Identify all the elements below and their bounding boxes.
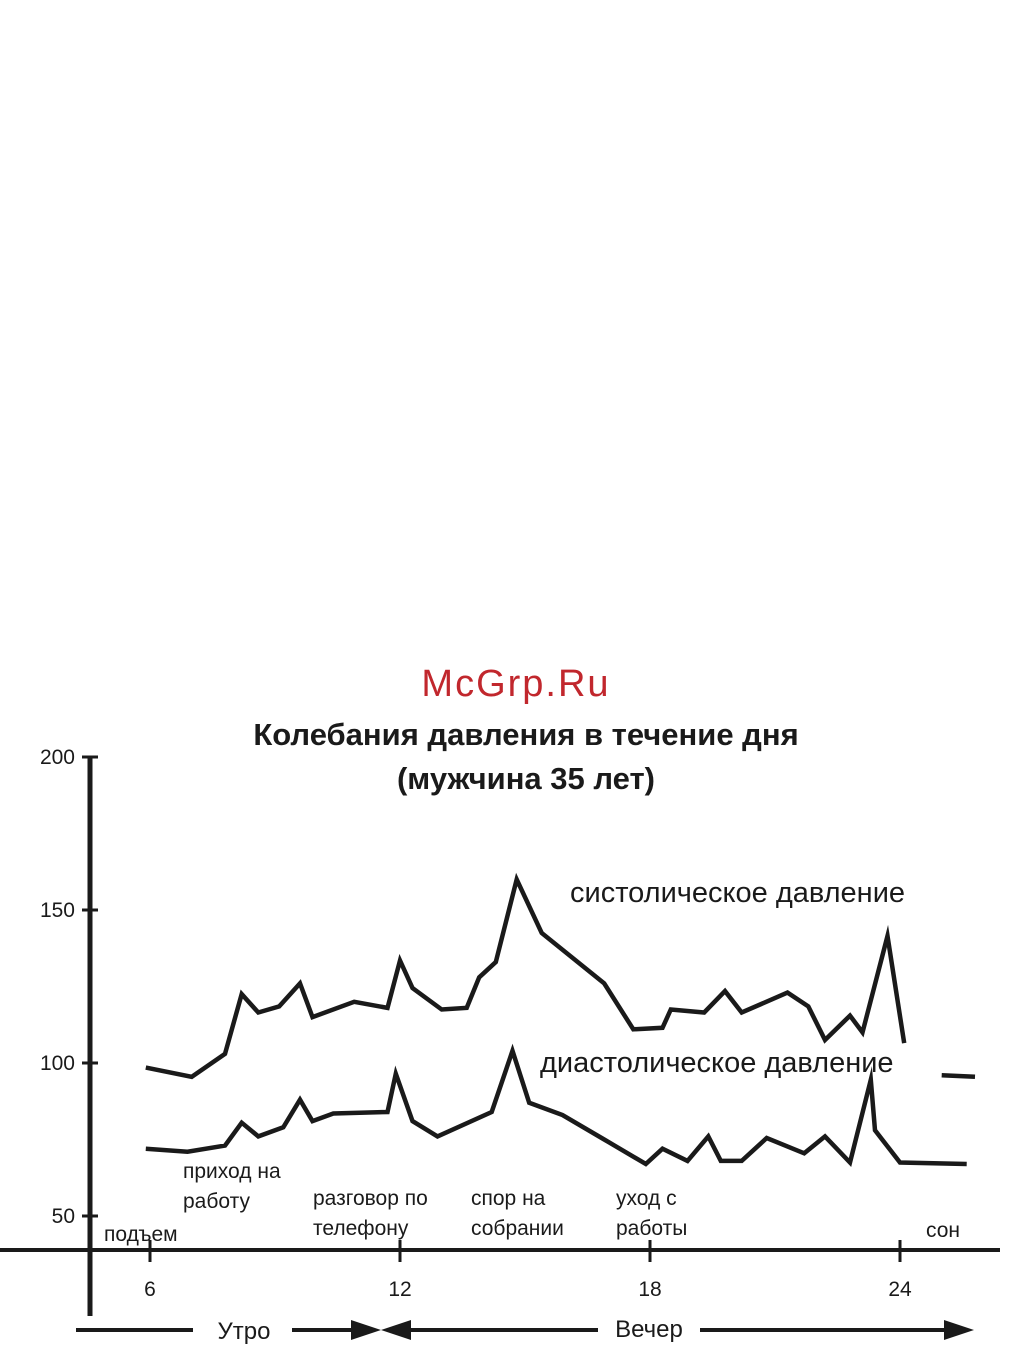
annotation-leave: уход с	[616, 1187, 677, 1210]
x-tick-label: 18	[638, 1278, 661, 1301]
annotation-phone: разговор по	[313, 1187, 428, 1210]
legend-systolic: систолическое давление	[570, 877, 905, 909]
chart-subtitle: (мужчина 35 лет)	[397, 761, 655, 796]
annotation-sleep: сон	[926, 1219, 960, 1242]
watermark: McGrp.Ru	[421, 663, 610, 705]
period-timeline: Утро Вечер	[76, 1316, 974, 1345]
series-lines	[145, 872, 976, 1167]
period-evening-label: Вечер	[615, 1316, 683, 1343]
period-morning-label: Утро	[218, 1318, 271, 1345]
y-tick-label: 200	[40, 746, 75, 769]
systolic-pressure-line-tail	[941, 1072, 976, 1080]
annotation-arrive: работу	[183, 1190, 250, 1213]
annotation-arrive: приход на	[183, 1160, 281, 1183]
annotation-leave: работы	[616, 1217, 687, 1240]
systolic-pressure-line	[145, 872, 907, 1080]
arrowhead-right-noon	[351, 1320, 381, 1340]
chart-title: Колебания давления в течение дня	[253, 717, 798, 752]
x-ticks: 6 12 18 24	[144, 1240, 912, 1301]
annotation-argue: собрании	[471, 1217, 564, 1240]
legend-diastolic: диастолическое давление	[540, 1047, 894, 1079]
y-tick-label: 100	[40, 1052, 75, 1075]
x-tick-label: 6	[144, 1278, 156, 1301]
arrowhead-right-end	[944, 1320, 974, 1340]
x-tick-label: 12	[388, 1278, 411, 1301]
arrowhead-left-noon	[381, 1320, 411, 1340]
x-tick-label: 24	[888, 1278, 912, 1301]
annotation-argue: спор на	[471, 1187, 546, 1210]
y-tick-label: 50	[52, 1205, 75, 1228]
diastolic-pressure-line	[145, 1043, 967, 1167]
annotations: подъем приход на работу разговор по телефону…	[104, 1160, 960, 1246]
annotation-phone: телефону	[313, 1217, 409, 1240]
annotation-wake: подъем	[104, 1223, 178, 1246]
y-ticks: 50 100 150 200	[40, 746, 98, 1228]
y-tick-label: 150	[40, 899, 75, 922]
